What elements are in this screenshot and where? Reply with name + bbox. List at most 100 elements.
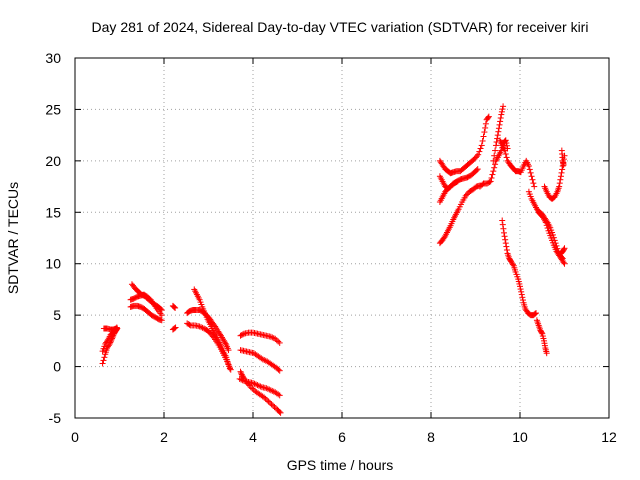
data-point bbox=[209, 333, 216, 340]
data-point bbox=[532, 310, 539, 317]
data-point bbox=[561, 245, 568, 252]
data-point bbox=[528, 173, 535, 180]
data-point bbox=[252, 381, 259, 388]
data-point bbox=[186, 321, 193, 328]
data-point bbox=[273, 337, 280, 344]
data-point bbox=[492, 161, 499, 168]
data-point bbox=[490, 168, 497, 175]
data-point bbox=[270, 402, 277, 409]
data-point bbox=[519, 294, 526, 301]
data-point bbox=[491, 152, 498, 159]
data-point bbox=[99, 360, 106, 367]
data-point bbox=[557, 173, 564, 180]
data-point bbox=[276, 392, 283, 399]
data-point bbox=[241, 375, 248, 382]
data-point bbox=[227, 366, 234, 373]
data-point bbox=[271, 404, 278, 411]
data-point bbox=[482, 120, 489, 127]
data-point bbox=[492, 147, 499, 154]
data-point bbox=[264, 385, 271, 392]
data-point bbox=[526, 166, 533, 173]
data-point bbox=[158, 312, 165, 319]
data-point bbox=[500, 103, 507, 110]
data-point bbox=[237, 368, 244, 375]
data-point bbox=[490, 157, 497, 164]
data-point bbox=[474, 166, 481, 173]
data-point bbox=[198, 324, 205, 331]
data-point bbox=[114, 325, 121, 332]
data-point bbox=[533, 310, 540, 317]
data-point bbox=[473, 153, 480, 160]
data-point bbox=[261, 394, 268, 401]
data-point bbox=[497, 118, 504, 125]
data-point bbox=[543, 350, 550, 357]
data-point bbox=[226, 365, 233, 372]
data-point bbox=[495, 125, 502, 132]
data-point bbox=[500, 225, 507, 232]
data-point bbox=[171, 325, 178, 332]
data-point bbox=[221, 339, 228, 346]
data-point bbox=[238, 370, 245, 377]
y-tick-label: 0 bbox=[53, 359, 61, 375]
data-point bbox=[519, 297, 526, 304]
data-point bbox=[275, 391, 282, 398]
data-point bbox=[557, 176, 564, 183]
data-point bbox=[501, 147, 508, 154]
data-point bbox=[494, 132, 501, 139]
x-tick-label: 0 bbox=[71, 429, 79, 445]
data-point bbox=[257, 383, 264, 390]
data-point bbox=[518, 288, 525, 295]
data-point bbox=[502, 240, 509, 247]
data-point bbox=[529, 176, 536, 183]
data-point bbox=[499, 221, 506, 228]
data-point bbox=[479, 137, 486, 144]
data-point bbox=[275, 366, 282, 373]
data-point bbox=[101, 354, 108, 361]
data-point bbox=[276, 339, 283, 346]
y-tick-label: 15 bbox=[45, 204, 61, 220]
data-point bbox=[222, 340, 229, 347]
y-axis-title: SDTVAR / TECUs bbox=[5, 182, 21, 294]
data-point bbox=[502, 137, 509, 144]
data-point bbox=[104, 338, 111, 345]
data-point bbox=[538, 329, 545, 336]
data-point bbox=[485, 114, 492, 121]
data-point bbox=[261, 357, 268, 364]
data-point bbox=[482, 124, 489, 131]
data-point bbox=[199, 324, 206, 331]
data-point bbox=[272, 335, 279, 342]
data-point bbox=[527, 169, 534, 176]
x-tick-label: 6 bbox=[338, 429, 346, 445]
y-tick-label: 10 bbox=[45, 256, 61, 272]
data-point bbox=[499, 106, 506, 113]
chart-title: Day 281 of 2024, Sidereal Day-to-day VTE… bbox=[92, 19, 589, 35]
data-point bbox=[259, 356, 266, 363]
data-point bbox=[249, 385, 256, 392]
data-point bbox=[267, 387, 274, 394]
data-point bbox=[262, 395, 269, 402]
data-point bbox=[549, 231, 556, 238]
data-point bbox=[221, 337, 228, 344]
data-point bbox=[239, 331, 246, 338]
data-point bbox=[277, 409, 284, 416]
data-point bbox=[264, 397, 271, 404]
x-tick-label: 12 bbox=[601, 429, 617, 445]
data-point bbox=[475, 151, 482, 158]
data-point bbox=[478, 142, 485, 149]
data-point bbox=[441, 234, 448, 241]
data-point bbox=[502, 236, 509, 243]
data-point bbox=[518, 291, 525, 298]
data-point bbox=[275, 338, 282, 345]
data-point bbox=[267, 333, 274, 340]
data-point bbox=[556, 183, 563, 190]
data-point bbox=[225, 347, 232, 354]
grid-lines bbox=[75, 58, 609, 418]
data-point bbox=[266, 386, 273, 393]
data-point bbox=[531, 183, 538, 190]
data-point bbox=[473, 167, 480, 174]
data-point bbox=[560, 161, 567, 168]
data-point bbox=[492, 142, 499, 149]
data-point bbox=[217, 331, 224, 338]
